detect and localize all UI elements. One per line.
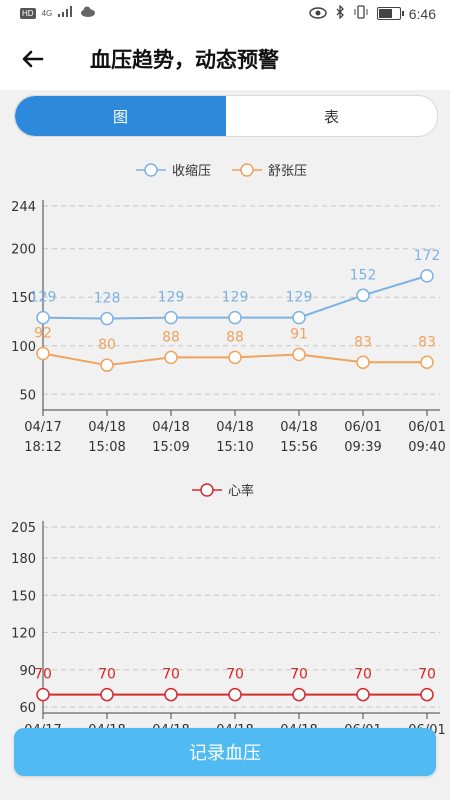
cloud-icon — [80, 6, 96, 20]
data-label: 70 — [98, 667, 116, 683]
data-label: 70 — [418, 667, 436, 683]
bluetooth-icon — [335, 4, 345, 22]
data-label: 88 — [162, 329, 180, 345]
data-point — [100, 687, 114, 702]
x-tick-label: 15:08 — [88, 440, 125, 455]
data-point — [356, 355, 370, 370]
data-label: 129 — [158, 290, 185, 306]
data-label: 80 — [98, 337, 116, 353]
app-header: 血压趋势，动态预警 — [0, 28, 450, 90]
data-label: 70 — [226, 667, 244, 683]
data-point — [228, 687, 242, 702]
y-tick-label: 100 — [11, 340, 36, 355]
data-label: 172 — [414, 248, 441, 264]
x-tick-label: 04/18 — [216, 420, 253, 435]
battery-icon — [376, 7, 404, 20]
data-point — [356, 687, 370, 702]
data-point — [420, 269, 434, 283]
eye-icon — [309, 6, 327, 22]
battery-fill — [378, 9, 393, 18]
x-tick-label: 18:12 — [24, 440, 61, 455]
y-tick-label: 200 — [11, 243, 36, 258]
heart-rate-chart: 心率609012015018020504/1718:1204/1815:0804… — [11, 483, 446, 738]
data-label: 129 — [30, 290, 57, 306]
data-label: 70 — [34, 667, 52, 683]
status-time: 6:46 — [408, 5, 436, 22]
data-point — [164, 350, 178, 365]
tab-chart[interactable]: 图 — [15, 96, 226, 136]
x-tick-label: 15:56 — [280, 440, 317, 455]
data-point — [100, 358, 114, 372]
x-tick-label: 15:10 — [216, 440, 253, 455]
network-indicator: 4G — [41, 8, 53, 18]
x-tick-label: 04/18 — [152, 420, 189, 435]
status-right: 6:46 — [309, 4, 436, 22]
data-label: 83 — [354, 334, 372, 350]
data-label: 129 — [222, 290, 249, 306]
y-tick-label: 90 — [19, 664, 36, 679]
back-button[interactable] — [18, 44, 48, 74]
x-tick-label: 06/01 — [408, 420, 445, 435]
x-tick-label: 09:40 — [408, 440, 445, 455]
y-tick-label: 150 — [11, 291, 36, 306]
data-point — [292, 687, 306, 702]
y-tick-label: 205 — [11, 521, 36, 536]
data-point — [292, 347, 306, 362]
legend-label: 心率 — [228, 483, 254, 499]
data-label: 88 — [226, 329, 244, 345]
legend-marker — [200, 483, 214, 497]
vibrate-icon — [353, 5, 369, 22]
data-label: 70 — [354, 667, 372, 683]
data-point — [228, 350, 242, 365]
data-label: 92 — [34, 326, 52, 342]
signal-icon — [58, 6, 74, 20]
data-label: 129 — [286, 290, 313, 306]
x-tick-label: 09:39 — [344, 440, 381, 455]
data-point — [36, 310, 50, 325]
x-tick-label: 06/01 — [344, 420, 381, 435]
x-tick-label: 15:09 — [152, 440, 189, 455]
data-label: 91 — [290, 327, 308, 343]
data-point — [420, 355, 434, 370]
data-point — [292, 310, 306, 325]
y-tick-label: 150 — [11, 589, 36, 604]
tab-table[interactable]: 表 — [323, 107, 339, 126]
data-label: 70 — [162, 667, 180, 683]
x-tick-label: 04/18 — [88, 420, 125, 435]
data-point — [420, 687, 434, 702]
y-tick-label: 60 — [19, 701, 36, 716]
status-bar: HD 4G 6:46 — [0, 0, 450, 28]
data-label: 128 — [94, 291, 121, 307]
page-title: 血压趋势，动态预警 — [90, 48, 279, 72]
y-tick-label: 120 — [11, 627, 36, 642]
legend-marker — [144, 163, 158, 177]
legend-marker — [240, 163, 254, 177]
data-point — [36, 687, 50, 702]
view-toggle: 图 表 — [14, 95, 438, 137]
record-blood-pressure-button[interactable]: 记录血压 — [14, 728, 436, 776]
y-tick-label: 244 — [11, 200, 36, 215]
data-label: 70 — [290, 667, 308, 683]
legend-label: 收缩压 — [172, 163, 211, 179]
y-tick-label: 50 — [19, 388, 36, 403]
x-tick-label: 04/17 — [24, 420, 61, 435]
data-label: 83 — [418, 334, 436, 350]
legend-label: 舒张压 — [268, 164, 307, 179]
data-point — [164, 310, 178, 325]
data-point — [228, 310, 242, 325]
data-point — [36, 346, 50, 361]
data-point — [100, 311, 114, 326]
arrow-left-icon — [22, 50, 44, 68]
x-tick-label: 04/18 — [280, 420, 317, 435]
status-left: HD 4G — [20, 6, 96, 20]
y-tick-label: 180 — [11, 552, 36, 567]
blood-pressure-chart: 收缩压 舒张压 50 100 150 200 244 04/17 18:12 04/18 15:08… — [11, 163, 446, 455]
hd-indicator: HD — [20, 7, 36, 19]
data-label: 152 — [350, 267, 377, 283]
data-point — [164, 687, 178, 702]
data-point — [356, 288, 370, 303]
